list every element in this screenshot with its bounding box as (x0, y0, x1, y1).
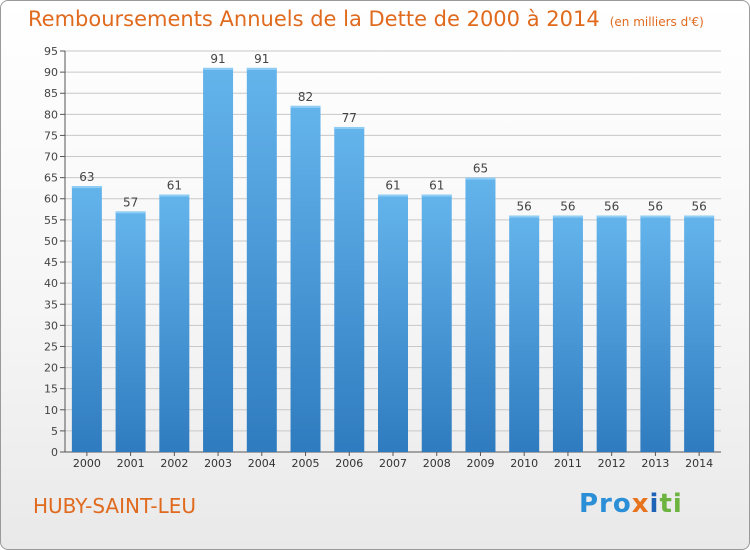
bar-2001 (115, 211, 146, 452)
x-tick-label-2013: 2013 (641, 457, 669, 470)
y-tick-label: 5 (51, 425, 58, 438)
value-label-2013: 56 (648, 200, 663, 214)
proxiti-logo[interactable]: Proxiti (579, 489, 683, 519)
bar-highlight (290, 105, 321, 108)
bar-highlight (640, 215, 671, 218)
y-tick-label: 25 (44, 340, 58, 353)
bar-highlight (596, 215, 627, 218)
bar-highlight (509, 215, 540, 218)
bar-2003 (203, 67, 234, 452)
value-label-2011: 56 (560, 200, 575, 214)
y-tick-label: 90 (44, 66, 58, 79)
bar-2009 (465, 177, 496, 452)
value-label-2000: 63 (79, 170, 94, 184)
city-name: HUBY-SAINT-LEU (33, 494, 196, 518)
logo-part-1: Pro (579, 489, 632, 519)
title-text: Remboursements Annuels de la Dette de 20… (28, 7, 600, 31)
bar-highlight (334, 126, 365, 129)
value-label-2001: 57 (123, 195, 138, 209)
x-tick-label-2014: 2014 (685, 457, 713, 470)
y-tick-label: 0 (51, 446, 58, 459)
bar-2011 (552, 215, 583, 452)
bar-highlight (421, 194, 452, 197)
bar-2000 (71, 186, 102, 453)
bar-2007 (378, 194, 408, 452)
y-tick-label: 80 (44, 108, 58, 121)
x-tick-label-2009: 2009 (466, 457, 494, 470)
value-label-2009: 65 (473, 162, 488, 176)
x-tick-label-2002: 2002 (160, 457, 188, 470)
y-tick-label: 85 (44, 87, 58, 100)
y-tick-label: 65 (44, 172, 58, 185)
y-tick-label: 55 (44, 214, 58, 227)
value-label-2010: 56 (517, 200, 532, 214)
y-tick-label: 95 (44, 45, 58, 58)
bar-highlight (684, 215, 715, 218)
x-tick-label-2008: 2008 (423, 457, 451, 470)
value-label-2006: 77 (342, 111, 357, 125)
y-tick-label: 10 (44, 404, 58, 417)
logo-part-4: ti (659, 489, 683, 519)
bar-highlight (203, 67, 234, 70)
value-label-2014: 56 (691, 200, 706, 214)
bar-highlight (246, 67, 277, 70)
bar-2008 (421, 194, 452, 452)
x-tick-label-2006: 2006 (335, 457, 363, 470)
x-tick-label-2003: 2003 (204, 457, 232, 470)
bar-2012 (596, 215, 627, 452)
y-tick-label: 35 (44, 298, 58, 311)
bar-2014 (684, 215, 715, 452)
y-tick-label: 20 (44, 362, 58, 375)
bar-highlight (115, 211, 146, 214)
x-tick-label-2007: 2007 (379, 457, 407, 470)
x-tick-label-2000: 2000 (73, 457, 101, 470)
bar-2004 (246, 67, 277, 452)
logo-part-3: i (649, 489, 660, 519)
value-label-2002: 61 (167, 179, 182, 193)
bar-2005 (290, 105, 321, 452)
value-label-2012: 56 (604, 200, 619, 214)
value-label-2005: 82 (298, 90, 313, 104)
x-tick-label-2010: 2010 (510, 457, 538, 470)
bar-highlight (552, 215, 583, 218)
y-tick-label: 60 (44, 193, 58, 206)
x-tick-label-2005: 2005 (292, 457, 320, 470)
bar-2002 (159, 194, 190, 452)
bar-highlight (71, 186, 102, 189)
y-tick-label: 75 (44, 129, 58, 142)
y-tick-label: 70 (44, 151, 58, 164)
value-label-2007: 61 (385, 179, 400, 193)
value-labels: 63 57 61 91 91 82 77 61 61 65 56 56 56 56 56 (79, 52, 707, 214)
bar-highlight (378, 194, 408, 197)
bar-2013 (640, 215, 671, 452)
x-tick-label-2011: 2011 (554, 457, 582, 470)
bar-highlight (159, 194, 190, 197)
unit-note: (en milliers d'€) (609, 15, 704, 29)
y-tick-label: 30 (44, 319, 58, 332)
x-tick-label-2001: 2001 (117, 457, 145, 470)
y-tick-label: 45 (44, 256, 58, 269)
chart-title: Remboursements Annuels de la Dette de 20… (28, 7, 704, 31)
bar-2010 (509, 215, 540, 452)
tick-labels: 0 5 10 15 20 25 30 35 40 45 50 55 60 65 70 75 80 85 90 95 20… (44, 45, 713, 470)
y-tick-label: 40 (44, 277, 58, 290)
y-tick-label: 50 (44, 235, 58, 248)
value-label-2004: 91 (254, 52, 269, 66)
value-label-2008: 61 (429, 179, 444, 193)
bar-2006 (334, 126, 365, 453)
bar-highlight (465, 177, 496, 180)
value-label-2003: 91 (210, 52, 225, 66)
logo-part-2: x (631, 489, 650, 519)
x-tick-label-2012: 2012 (598, 457, 626, 470)
y-tick-label: 15 (44, 383, 58, 396)
x-tick-label-2004: 2004 (248, 457, 276, 470)
bars (71, 67, 715, 453)
